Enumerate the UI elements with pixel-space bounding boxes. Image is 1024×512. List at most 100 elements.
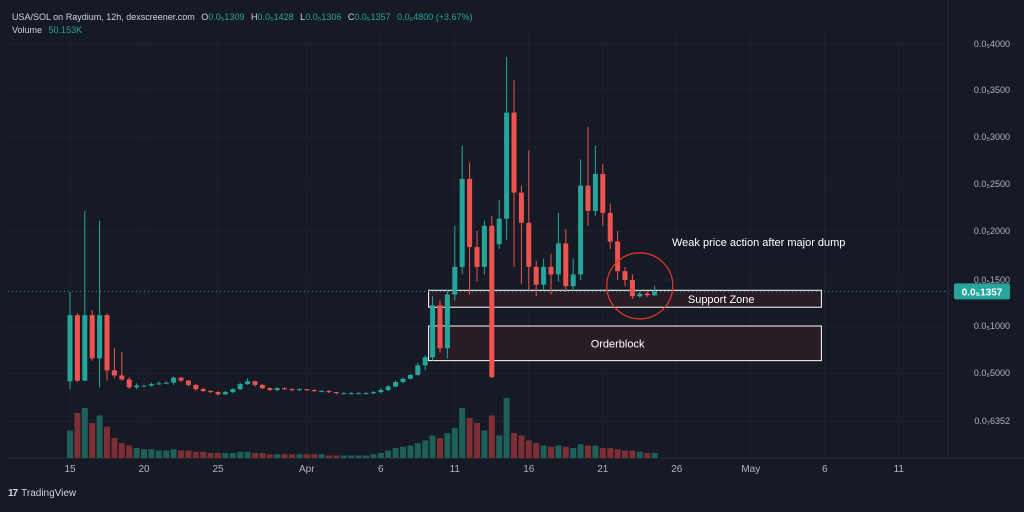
candle-body[interactable] [89,315,95,359]
candle-body[interactable] [296,389,302,391]
candle-body[interactable] [415,365,421,375]
candle-body[interactable] [222,392,228,395]
candle-body[interactable] [504,112,510,219]
candle-body[interactable] [526,222,532,267]
candle-body[interactable] [444,294,450,349]
candle-body[interactable] [289,389,295,391]
volume-bar [200,451,207,458]
candle-body[interactable] [82,315,88,381]
candle-body[interactable] [400,378,406,382]
time-axis-tick-label: 11 [450,464,461,475]
candle-body[interactable] [185,380,191,385]
annotation-weak-price-action[interactable]: Weak price action after major dump [672,237,845,249]
candle-body[interactable] [141,385,147,387]
candle-body[interactable] [230,389,236,393]
candle-body[interactable] [148,384,154,386]
candle-body[interactable] [378,390,384,393]
candle-body[interactable] [496,218,502,245]
candle-body[interactable] [481,225,487,267]
candle-body[interactable] [193,384,199,390]
candle-body[interactable] [333,392,339,394]
support-zone[interactable] [428,289,822,308]
candle-body[interactable] [652,291,658,296]
candle-body[interactable] [578,185,584,275]
volume-bar [459,408,466,458]
candle-body[interactable] [585,185,591,211]
candle-body[interactable] [163,382,169,384]
candle-body[interactable] [437,305,443,349]
candle-body[interactable] [637,293,643,297]
candle-body[interactable] [200,389,206,392]
candle-body[interactable] [97,315,103,359]
time-axis-tick-label: 20 [138,464,150,475]
candle-body[interactable] [548,266,554,275]
candle-body[interactable] [393,381,399,387]
annotation-circle[interactable] [606,252,674,320]
candle-body[interactable] [467,178,473,248]
candle-body[interactable] [67,315,73,382]
candle-body[interactable] [245,381,251,385]
candle-body[interactable] [563,243,569,287]
candle-body[interactable] [592,173,598,211]
candle-body[interactable] [119,375,125,380]
volume-bar [651,453,658,458]
candle-body[interactable] [622,271,628,280]
candle-body[interactable] [489,225,495,378]
candle-body[interactable] [252,381,258,385]
time-axis-tick-label: 6 [378,464,384,475]
candle-body[interactable] [474,247,480,267]
candle-body[interactable] [533,266,539,285]
candle-body[interactable] [348,393,354,395]
candle-body[interactable] [74,315,80,381]
candle-body[interactable] [422,357,428,366]
candle-body[interactable] [385,386,391,391]
candle-body[interactable] [311,390,317,392]
volume-bar [548,446,554,458]
candle-body[interactable] [629,280,635,297]
volume-bar [414,443,421,458]
candle-body[interactable] [600,173,606,213]
candle-body[interactable] [156,383,162,385]
candle-body[interactable] [459,178,465,267]
candle-body[interactable] [171,377,177,383]
candle-body[interactable] [363,393,369,395]
candle-body[interactable] [111,370,117,376]
volume-bar [614,449,621,458]
candle-body[interactable] [356,393,362,395]
candle-body[interactable] [607,212,613,242]
candle-body[interactable] [615,241,621,272]
volume-bar [348,455,355,458]
candle-body[interactable] [178,377,184,381]
candle-body[interactable] [304,389,310,391]
candle-body[interactable] [259,384,265,389]
candle-body[interactable] [407,374,413,379]
candle-body[interactable] [319,391,325,393]
legend-volume: Volume 50.153K [12,25,82,35]
candle-body[interactable] [644,293,650,296]
candle-body[interactable] [126,379,132,388]
candle-body[interactable] [237,384,243,390]
candle-body[interactable] [341,393,347,395]
volume-bar [577,444,584,458]
candle-body[interactable] [326,391,332,393]
candle-body[interactable] [370,392,376,394]
candle-body[interactable] [518,192,524,223]
candle-body[interactable] [570,274,576,287]
candle-body[interactable] [215,392,221,395]
candle-body[interactable] [267,388,273,391]
candle-body[interactable] [541,266,547,285]
candle-body[interactable] [134,385,140,388]
candle-body[interactable] [208,391,214,393]
volume-bar [363,455,369,458]
tradingview-brand[interactable]: 17 TradingView [8,488,76,499]
candle-body[interactable] [282,388,288,390]
candle-body[interactable] [511,112,517,193]
candle-body[interactable] [555,243,561,275]
candle-body[interactable] [452,266,458,295]
candle-body[interactable] [104,315,110,371]
candle-body[interactable] [430,305,436,358]
volume-bar [451,428,458,458]
candle-body[interactable] [274,388,280,391]
